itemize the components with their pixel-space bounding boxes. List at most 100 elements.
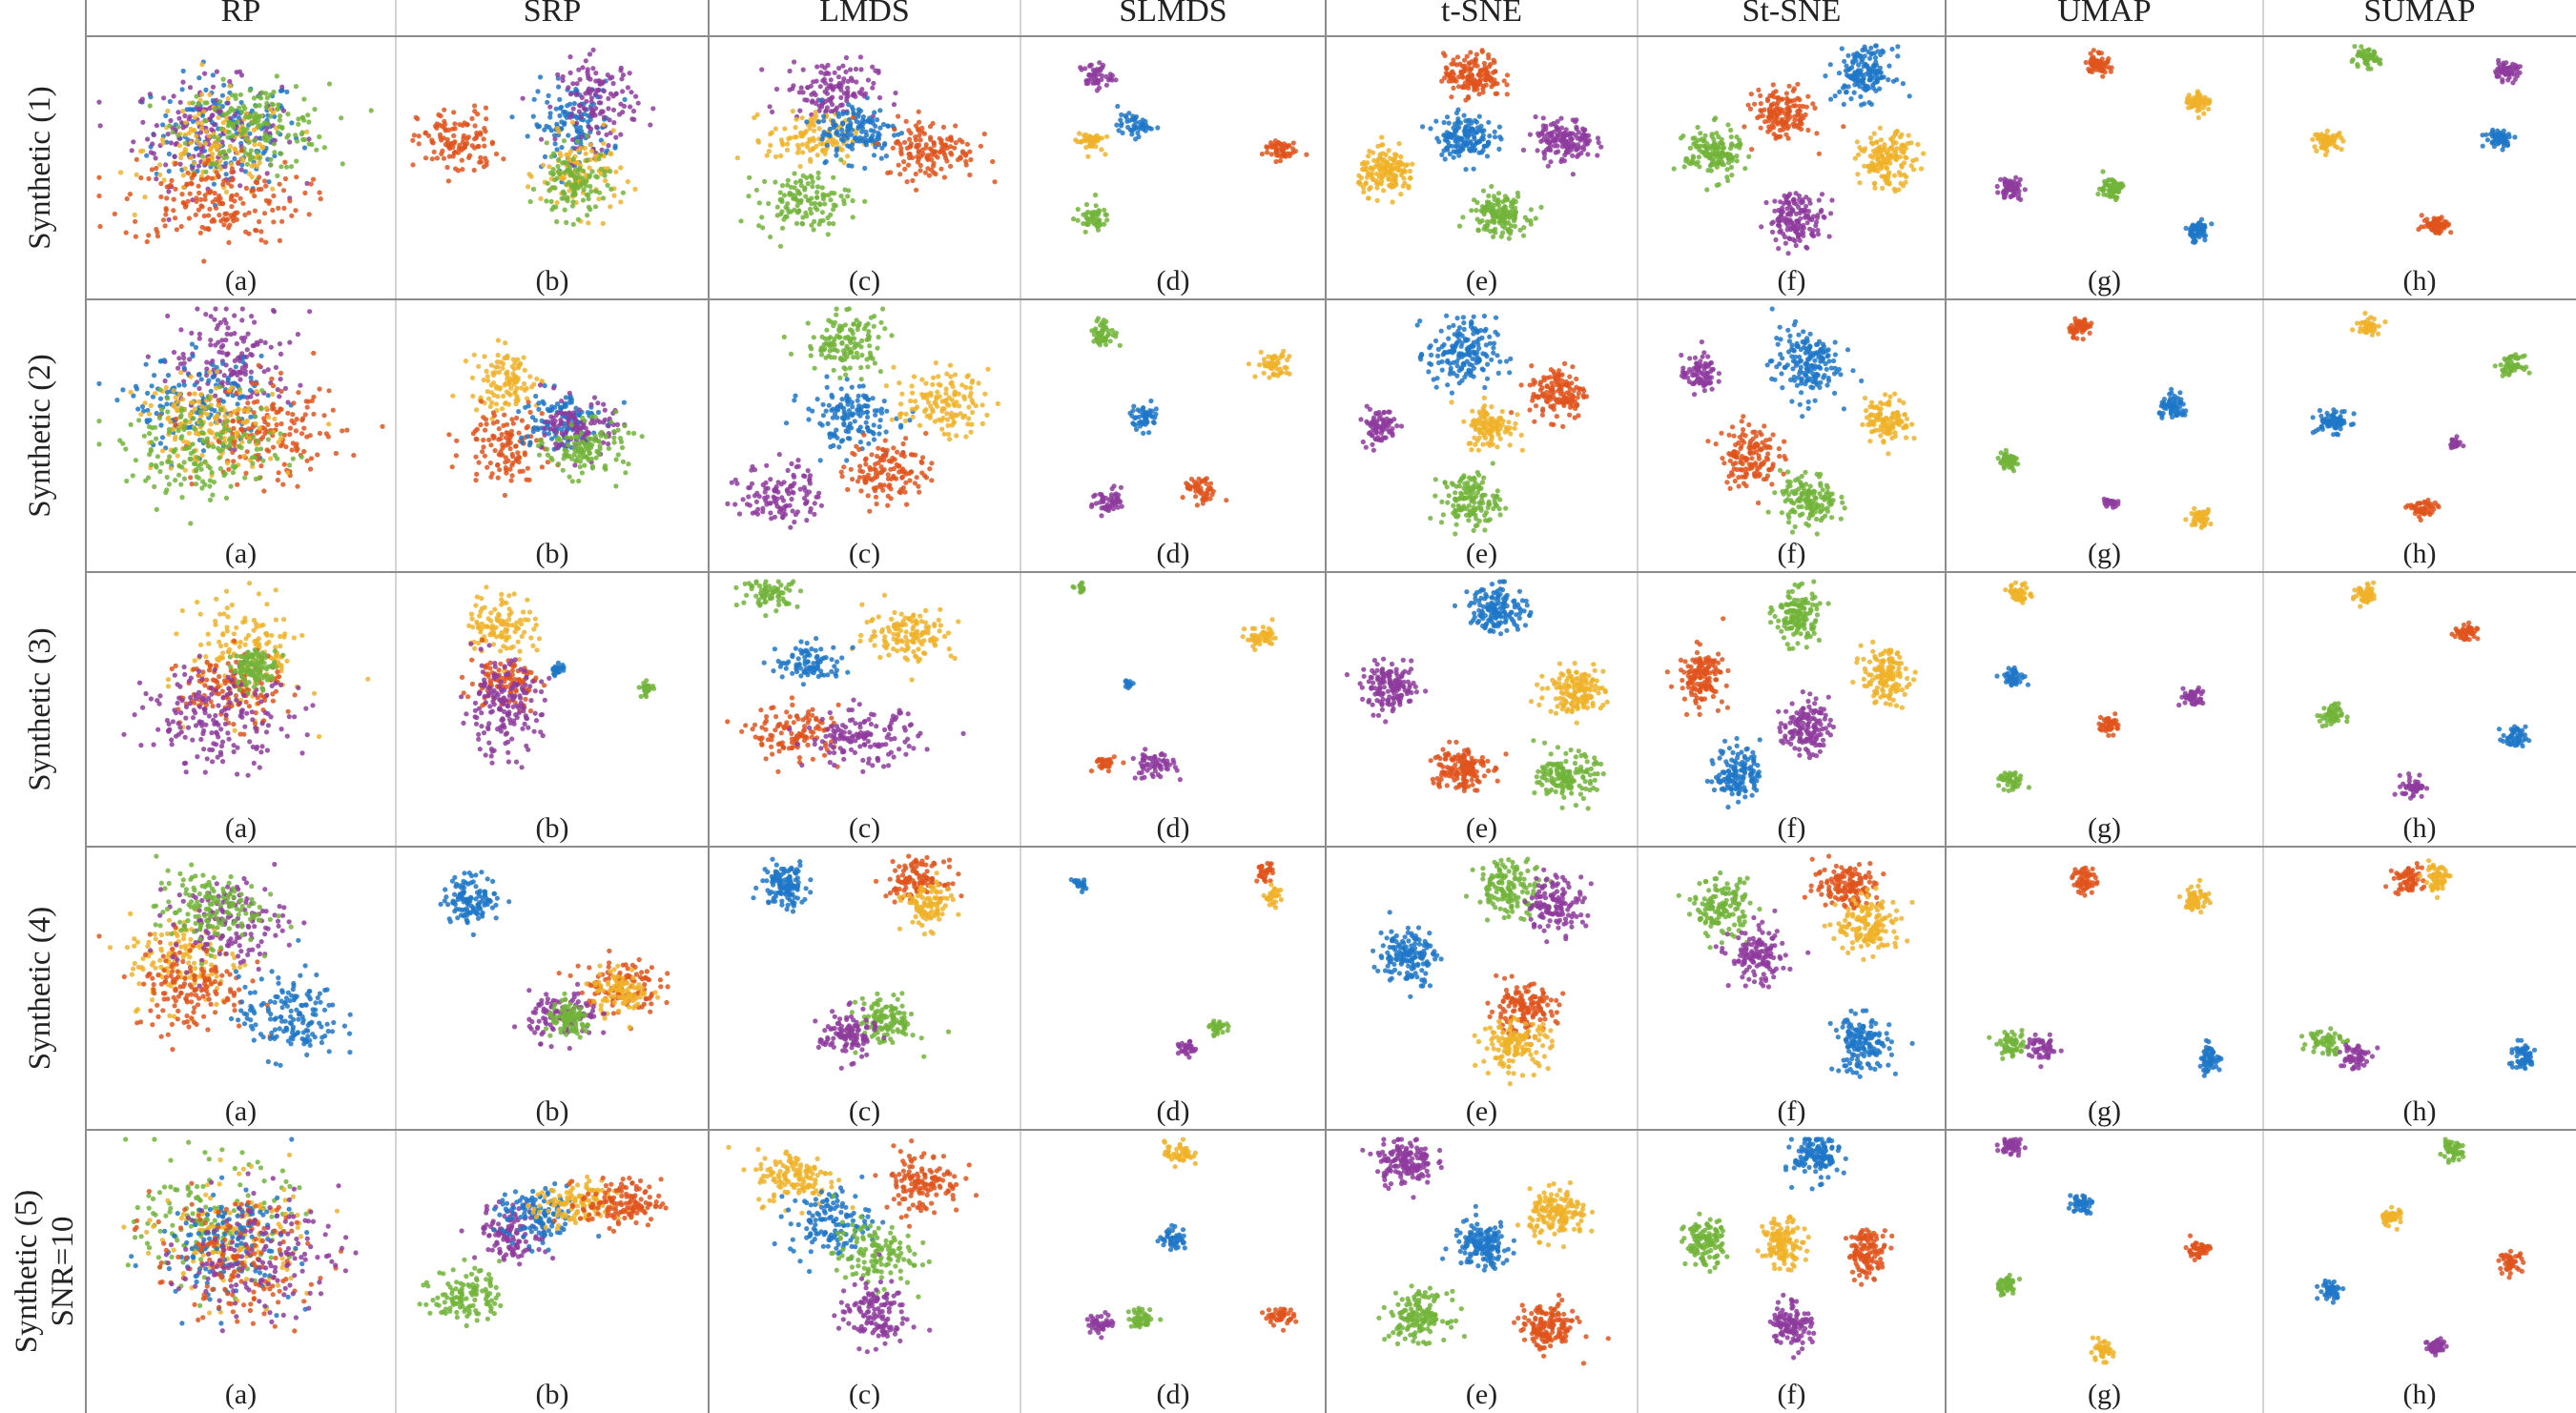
data-point [917,133,922,138]
data-point [1783,218,1789,225]
data-point [1083,144,1089,151]
data-point [1815,227,1821,234]
data-point [1521,225,1527,231]
data-point [235,151,240,156]
data-point [145,354,151,359]
data-point [1725,122,1731,128]
data-point [978,143,983,149]
data-point [1698,131,1703,136]
data-point [583,58,588,64]
data-point [1446,120,1452,126]
data-point [902,139,908,145]
data-point [1777,223,1783,229]
data-point [1441,119,1447,126]
data-point [547,104,553,110]
data-point [282,385,288,391]
data-point [1889,46,1895,52]
data-point [800,215,806,220]
data-point [1451,125,1456,131]
data-point [940,147,946,153]
data-point [896,113,901,119]
data-point [1855,172,1861,177]
data-point [163,212,169,217]
data-point [266,179,272,185]
data-point [821,118,827,124]
data-point [1268,152,1274,157]
data-point [289,447,295,453]
data-point [196,183,201,189]
data-point [146,233,152,238]
data-point [214,170,219,175]
data-point [1476,113,1482,119]
data-point [278,151,284,156]
data-point [1796,219,1802,225]
data-point [872,110,877,115]
data-point [229,161,235,167]
data-point [838,194,844,199]
data-point [1469,208,1474,214]
subpanel-label: (a) [225,265,257,297]
data-point [195,306,200,312]
data-point [1809,233,1816,238]
data-point [1759,224,1764,230]
data-point [1687,145,1693,151]
data-point [1504,72,1511,78]
data-point [446,154,452,159]
data-point [1572,143,1577,150]
data-point [206,213,212,218]
data-point [285,410,291,416]
data-point [598,152,604,157]
data-point [892,133,897,138]
data-point [1103,82,1109,88]
data-point [818,97,824,103]
data-point [2119,181,2125,187]
data-point [1504,92,1510,97]
data-point [190,118,196,124]
data-point [862,198,868,204]
data-point [268,92,274,98]
data-point [1461,143,1467,149]
data-point [1789,224,1795,231]
data-point [2011,192,2017,197]
data-point [1729,173,1735,178]
data-point [1741,124,1747,130]
data-point [314,147,319,153]
data-point [151,132,156,138]
data-point [178,154,184,161]
data-point [235,481,240,487]
cluster-green [527,133,627,227]
data-point [1712,145,1718,151]
data-point [483,129,488,134]
data-point [1498,234,1504,239]
data-point [1460,83,1466,90]
data-point [919,147,925,153]
data-point [213,393,218,399]
column-titles: RP SRP LMDS SLMDS t-SNE St-SNE UMAP SUMAP [221,0,2476,29]
data-point [278,351,284,357]
data-point [599,147,605,153]
data-point [813,100,819,106]
cluster-blue [1823,43,1912,108]
data-point [240,126,246,132]
cluster-orange [2416,213,2454,236]
data-point [1797,103,1803,109]
data-point [588,148,595,154]
data-point [237,377,243,382]
data-point [258,229,264,235]
data-point [280,188,287,194]
data-point [410,137,416,143]
data-point [279,88,285,93]
data-point [201,213,207,219]
data-point [225,134,231,140]
data-point [259,90,265,95]
data-point [586,124,592,130]
data-point [608,169,613,174]
data-point [326,81,333,87]
data-point [2333,134,2339,140]
subpanel-label: (d) [1157,265,1190,297]
data-point [306,136,312,142]
data-point [2359,44,2364,50]
data-point [1783,199,1789,205]
data-point [2199,228,2205,234]
data-point [2103,60,2109,66]
